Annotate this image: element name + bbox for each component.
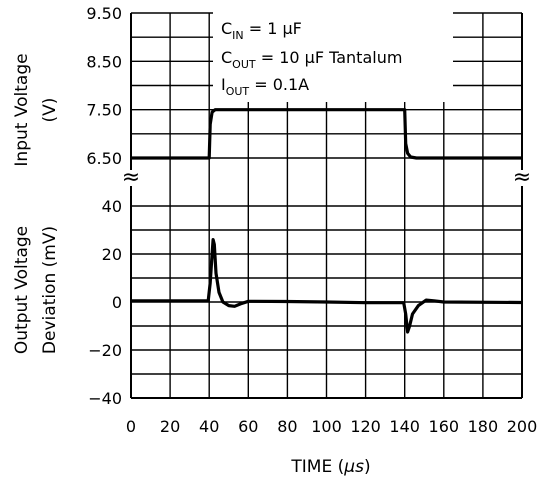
x-tick-label: 140: [389, 417, 420, 436]
bottom-y-tick-label: 20: [102, 245, 122, 264]
top-y-tick-label: 7.50: [86, 101, 122, 120]
x-tick-label: 40: [199, 417, 219, 436]
bottom-y-tick-label: 0: [112, 293, 122, 312]
bottom-ylabel-line1: Output Voltage: [12, 226, 32, 354]
top-y-tick-label: 8.50: [86, 52, 122, 71]
x-tick-label: 0: [126, 417, 136, 436]
chart-traces: [131, 108, 523, 334]
x-tick-label: 160: [429, 417, 460, 436]
x-tick-label: 80: [277, 417, 297, 436]
tick-labels: 0 20 40 60 80 100 120 140 160 180 2009.508.507.506…: [86, 4, 537, 436]
bottom-y-tick-label: −40: [88, 389, 122, 408]
top-y-tick-label: 9.50: [86, 4, 122, 23]
x-tick-label: 120: [350, 417, 381, 436]
bottom-y-tick-label: −20: [88, 341, 122, 360]
bottom-ylabel-line2: Deviation (mV): [40, 226, 60, 354]
top-y-tick-label: 6.50: [86, 149, 122, 168]
output-deviation-trace: [131, 238, 523, 334]
x-tick-label: 100: [311, 417, 342, 436]
x-tick-label: 200: [507, 417, 538, 436]
top-ylabel-line1: Input Voltage: [12, 53, 32, 166]
x-tick-label: 20: [160, 417, 180, 436]
annotation-cin: CIN = 1 μF: [221, 19, 302, 42]
top-ylabel-line2: (V): [40, 98, 60, 123]
x-tick-label: 60: [238, 417, 258, 436]
x-tick-label: 180: [468, 417, 499, 436]
input-voltage-trace: [131, 108, 522, 160]
x-axis-title: TIME (μs): [290, 457, 370, 477]
annotation-iout: IOUT = 0.1A: [221, 75, 309, 98]
axis-break-right-mask: [515, 170, 529, 186]
annotation-cout: COUT = 10 μF Tantalum: [221, 48, 402, 71]
axis-break-left-mask: [124, 170, 138, 186]
axis-break-left: ≈: [122, 165, 140, 190]
bottom-y-tick-label: 40: [102, 197, 122, 216]
annotation-box: [213, 12, 453, 102]
axis-break-right: ≈: [513, 165, 531, 190]
